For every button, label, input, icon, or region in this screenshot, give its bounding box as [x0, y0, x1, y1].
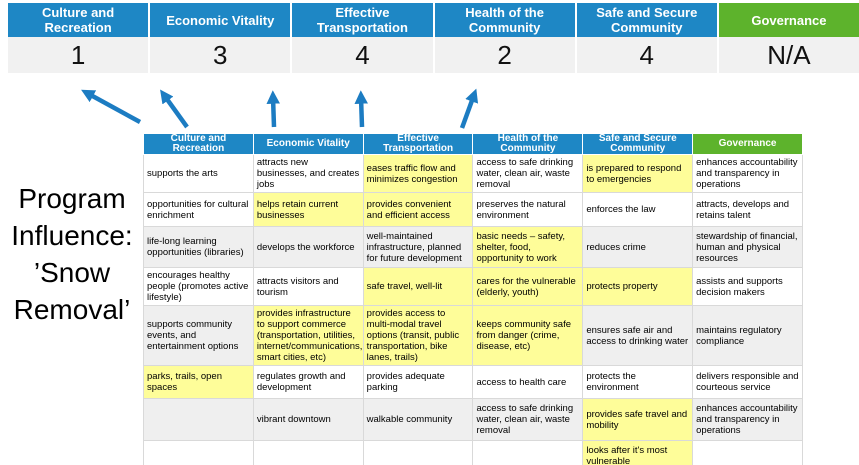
matrix-row-2: opportunities for cultural enrichment hel…	[143, 192, 803, 227]
priority-header-3: Effective Transportation	[292, 3, 433, 37]
matrix-cell-r4-c6: assists and supports decision makers	[692, 267, 803, 306]
priority-score-3: 4	[292, 37, 433, 73]
matrix-cell-r7-c1	[143, 398, 254, 441]
arrow-health-of-the-community-icon	[354, 90, 368, 128]
matrix-row-4: encourages healthy people (promotes acti…	[143, 267, 803, 306]
matrix-cell-r2-c3: provides convenient and efficient access	[362, 192, 474, 227]
matrix-cell-r2-c6: attracts, develops and retains talent	[692, 192, 803, 227]
influence-matrix: Culture and Recreation Economic Vitality E…	[143, 133, 803, 465]
matrix-row-1: supports the arts attracts new businesses…	[143, 154, 803, 193]
arrow-economic-vitality-icon	[160, 89, 189, 129]
matrix-cell-r2-c5: enforces the law	[582, 192, 694, 227]
matrix-cell-r8-c6	[692, 440, 803, 465]
priority-score-5: 4	[576, 37, 717, 73]
matrix-header-6: Governance	[692, 133, 803, 155]
arrow-culture-and-recreation-icon	[81, 89, 142, 124]
matrix-row-5: supports community events, and entertain…	[143, 305, 803, 366]
matrix-cell-r1-c3: eases traffic flow and minimizes congest…	[362, 154, 474, 193]
matrix-cell-r1-c1: supports the arts	[143, 154, 254, 193]
priority-header-5: Safe and Secure Community	[576, 3, 717, 37]
matrix-cell-r5-c6: maintains regulatory compliance	[692, 305, 803, 366]
matrix-header-5: Safe and Secure Community	[582, 133, 694, 155]
arrow-effective-transportation-icon	[266, 90, 280, 128]
score-band: 1 3 4 2 4 N/A	[8, 37, 859, 73]
priority-header-4: Health of the Community	[434, 3, 575, 37]
matrix-cell-r7-c3: walkable community	[362, 398, 474, 441]
matrix-cell-r1-c6: enhances accountability and transparency…	[692, 154, 803, 193]
matrix-cell-r8-c1	[143, 440, 254, 465]
matrix-row-6: parks, trails, open spaces regulates grow…	[143, 365, 803, 399]
matrix-cell-r3-c6: stewardship of financial, human and phys…	[692, 226, 803, 268]
matrix-cell-r3-c5: reduces crime	[582, 226, 694, 268]
matrix-cell-r6-c3: provides adequate parking	[362, 365, 474, 399]
matrix-header-2: Economic Vitality	[252, 133, 364, 155]
matrix-cell-r7-c5: provides safe travel and mobility	[582, 398, 694, 441]
matrix-header-row: Culture and Recreation Economic Vitality E…	[143, 133, 803, 155]
arrow-safe-and-secure-community-icon	[459, 88, 479, 129]
matrix-row-8: looks after it's most vulnerable	[143, 440, 803, 465]
matrix-cell-r6-c4: access to health care	[472, 365, 584, 399]
matrix-cell-r7-c4: access to safe drinking water, clean air…	[472, 398, 584, 441]
matrix-cell-r8-c4	[472, 440, 584, 465]
matrix-cell-r6-c1: parks, trails, open spaces	[143, 365, 254, 399]
matrix-cell-r8-c2	[252, 440, 364, 465]
matrix-cell-r4-c4: cares for the vulnerable (elderly, youth…	[472, 267, 584, 306]
priority-header-6: Governance	[718, 3, 859, 37]
matrix-cell-r3-c2: develops the workforce	[252, 226, 364, 268]
priority-score-4: 2	[434, 37, 575, 73]
matrix-cell-r5-c4: keeps community safe from danger (crime,…	[472, 305, 584, 366]
matrix-cell-r3-c1: life-long learning opportunities (librar…	[143, 226, 254, 268]
matrix-header-4: Health of the Community	[472, 133, 584, 155]
program-title: Program Influence: ’Snow Removal’	[11, 183, 133, 325]
matrix-cell-r5-c2: provides infrastructure to support comme…	[252, 305, 364, 366]
priority-band: Culture and Recreation Economic Vitality E…	[8, 3, 859, 37]
matrix-cell-r5-c1: supports community events, and entertain…	[143, 305, 254, 366]
matrix-cell-r4-c1: encourages healthy people (promotes acti…	[143, 267, 254, 306]
matrix-cell-r8-c5: looks after it's most vulnerable	[582, 440, 694, 465]
matrix-row-3: life-long learning opportunities (librar…	[143, 226, 803, 268]
priority-score-1: 1	[8, 37, 149, 73]
matrix-cell-r6-c5: protects the environment	[582, 365, 694, 399]
matrix-cell-r8-c3	[362, 440, 474, 465]
matrix-body: supports the arts attracts new businesses…	[143, 154, 803, 465]
matrix-header-3: Effective Transportation	[362, 133, 474, 155]
matrix-cell-r5-c3: provides access to multi-modal travel op…	[362, 305, 474, 366]
matrix-cell-r4-c3: safe travel, well-lit	[362, 267, 474, 306]
matrix-cell-r6-c6: delivers responsible and courteous servi…	[692, 365, 803, 399]
priority-header-1: Culture and Recreation	[8, 3, 149, 37]
priority-score-2: 3	[150, 37, 291, 73]
matrix-cell-r1-c4: access to safe drinking water, clean air…	[472, 154, 584, 193]
matrix-header-1: Culture and Recreation	[143, 133, 254, 155]
matrix-cell-r2-c4: preserves the natural environment	[472, 192, 584, 227]
matrix-cell-r2-c1: opportunities for cultural enrichment	[143, 192, 254, 227]
matrix-cell-r2-c2: helps retain current businesses	[252, 192, 364, 227]
matrix-cell-r1-c2: attracts new businesses, and creates job…	[252, 154, 364, 193]
matrix-row-7: vibrant downtown walkable community access…	[143, 398, 803, 441]
matrix-cell-r4-c2: attracts visitors and tourism	[252, 267, 364, 306]
matrix-cell-r7-c2: vibrant downtown	[252, 398, 364, 441]
matrix-cell-r3-c4: basic needs – safety, shelter, food, opp…	[472, 226, 584, 268]
matrix-cell-r6-c2: regulates growth and development	[252, 365, 364, 399]
matrix-cell-r3-c3: well-maintained infrastructure, planned …	[362, 226, 474, 268]
matrix-cell-r4-c5: protects property	[582, 267, 694, 306]
matrix-cell-r7-c6: enhances accountability and transparency…	[692, 398, 803, 441]
matrix-cell-r5-c5: ensures safe air and access to drinking …	[582, 305, 694, 366]
matrix-cell-r1-c5: is prepared to respond to emergencies	[582, 154, 694, 193]
priority-header-2: Economic Vitality	[150, 3, 291, 37]
priority-score-6: N/A	[718, 37, 859, 73]
